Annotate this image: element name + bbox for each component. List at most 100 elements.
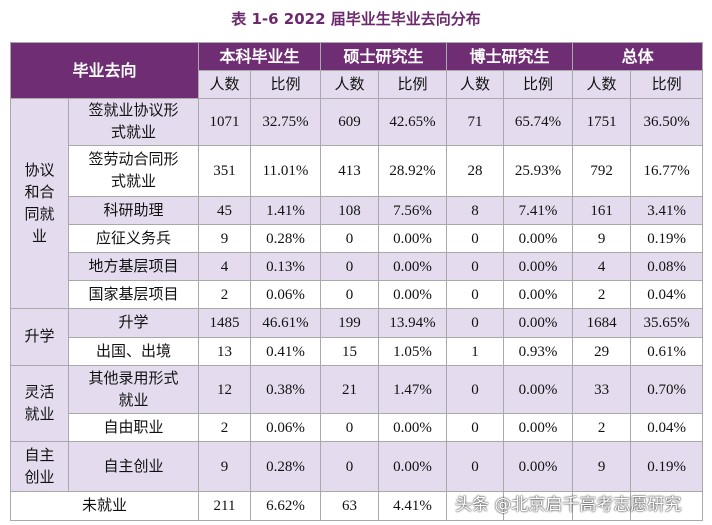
data-cell: 199 — [320, 308, 380, 338]
data-cell: 0.08% — [630, 252, 704, 281]
data-cell: 46.61% — [250, 308, 322, 338]
sub-header: 人数 — [198, 70, 252, 99]
data-cell: 13.94% — [378, 308, 448, 338]
corner-header: 毕业去向 — [9, 42, 200, 99]
data-cell: 0 — [320, 224, 380, 253]
data-cell: 42.65% — [378, 98, 448, 146]
data-cell: 2 — [198, 413, 252, 442]
data-cell: 1485 — [198, 308, 252, 338]
data-cell: 2 — [572, 413, 632, 442]
data-cell: 1 — [446, 337, 505, 366]
data-cell: 28.92% — [378, 145, 448, 197]
table-row: 自主创业 自主创业 9 0.28% 0 0.00% 0 0.00% 9 0.19% — [10, 441, 704, 492]
group-header: 硕士研究生 — [320, 42, 448, 71]
data-cell: 1071 — [198, 98, 252, 146]
table-row: 人数 比例 人数 比例 人数 比例 人数 比例 — [11, 70, 704, 99]
data-cell: 8 — [446, 196, 505, 225]
data-cell: 12 — [198, 365, 252, 414]
data-cell: 161 — [572, 196, 632, 225]
data-cell: 0 — [320, 441, 380, 492]
group-header: 本科毕业生 — [198, 42, 322, 71]
sub-header: 比例 — [630, 70, 704, 99]
group-header: 博士研究生 — [446, 42, 574, 71]
data-cell: 1.41% — [250, 196, 322, 225]
sub-header: 比例 — [378, 70, 448, 99]
data-cell: 0 — [446, 252, 505, 281]
data-cell: 7.56% — [378, 196, 448, 225]
data-cell: 36.50% — [630, 98, 704, 146]
data-cell: 35.65% — [630, 308, 704, 338]
data-cell: 0.00% — [503, 441, 574, 492]
data-cell: 0.00% — [503, 252, 574, 281]
data-cell: 0.00% — [378, 441, 448, 492]
data-cell: 0.00% — [378, 280, 448, 309]
data-cell: 21 — [320, 365, 380, 414]
data-cell — [572, 491, 632, 521]
data-cell: 0.28% — [250, 441, 322, 492]
data-cell: 0.61% — [630, 337, 704, 366]
data-cell: 0.00% — [378, 252, 448, 281]
data-cell: 792 — [572, 145, 632, 197]
row-label: 未就业 — [9, 491, 200, 521]
data-cell: 0 — [446, 441, 505, 492]
data-cell: 0 — [320, 252, 380, 281]
data-cell: 2 — [198, 280, 252, 309]
data-cell: 28 — [446, 145, 505, 197]
data-cell: 0.00% — [503, 365, 574, 414]
data-cell: 71 — [446, 98, 505, 146]
table-row: 自由职业 2 0.06% 0 0.00% 0 0.00% 2 0.04% — [11, 413, 704, 442]
data-cell: 65.74% — [503, 98, 574, 146]
data-cell: 6.62% — [250, 491, 322, 521]
table-title: 表 1-6 2022 届毕业生毕业去向分布 — [231, 10, 481, 28]
data-cell: 45 — [198, 196, 252, 225]
data-cell: 0.00% — [503, 308, 574, 338]
sub-header: 比例 — [250, 70, 322, 99]
table-row: 毕业去向 本科毕业生 硕士研究生 博士研究生 总体 — [9, 42, 704, 99]
data-cell: 4 — [198, 252, 252, 281]
data-cell: 0 — [446, 224, 505, 253]
table-row: 应征义务兵 9 0.28% 0 0.00% 0 0.00% 9 0.19% — [11, 224, 704, 253]
data-cell: 3.41% — [630, 196, 704, 225]
data-cell: 211 — [198, 491, 252, 521]
data-cell: 4 — [572, 252, 632, 281]
sub-header: 比例 — [503, 70, 574, 99]
table-row: 未就业 211 6.62% 63 4.41% — [9, 491, 704, 521]
data-cell: 0 — [320, 413, 380, 442]
data-cell: 1684 — [572, 308, 632, 338]
row-label: 国家基层项目 — [67, 280, 200, 309]
data-cell: 0 — [446, 365, 505, 414]
data-cell: 609 — [320, 98, 380, 146]
data-cell: 413 — [320, 145, 380, 197]
data-cell: 0 — [446, 413, 505, 442]
data-cell: 0.00% — [378, 413, 448, 442]
section-label: 灵活就业 — [10, 365, 69, 442]
data-cell: 0.00% — [503, 224, 574, 253]
data-cell: 0.19% — [630, 224, 704, 253]
data-cell: 0.70% — [630, 365, 704, 414]
data-cell: 0 — [446, 280, 505, 309]
data-cell: 0 — [320, 280, 380, 309]
data-cell: 33 — [572, 365, 632, 414]
section-label: 升学 — [10, 308, 69, 366]
data-cell: 0.41% — [250, 337, 322, 366]
row-label: 其他录用形式就业 — [67, 365, 200, 414]
data-cell: 25.93% — [503, 145, 574, 197]
table-row: 科研助理 45 1.41% 108 7.56% 8 7.41% 161 3.41% — [10, 196, 704, 225]
data-cell: 1751 — [572, 98, 632, 146]
table-row: 地方基层项目 4 0.13% 0 0.00% 0 0.00% 4 0.08% — [10, 252, 704, 281]
data-cell: 0.00% — [503, 280, 574, 309]
data-cell: 0.00% — [378, 224, 448, 253]
data-cell: 108 — [320, 196, 380, 225]
table: 毕业去向 本科毕业生 硕士研究生 博士研究生 总体 人数 比例 人数 比例 人数 比例 人数 比例 协议和… — [9, 42, 704, 521]
sub-header: 人数 — [446, 70, 505, 99]
data-cell: 0.04% — [630, 280, 704, 309]
data-cell: 9 — [572, 441, 632, 492]
data-cell: 11.01% — [250, 145, 322, 197]
data-cell: 7.41% — [503, 196, 574, 225]
row-label: 科研助理 — [67, 196, 200, 225]
data-cell: 0.04% — [630, 413, 704, 442]
data-cell: 0.28% — [250, 224, 322, 253]
table-row: 国家基层项目 2 0.06% 0 0.00% 0 0.00% 2 0.04% — [11, 280, 704, 309]
data-cell: 0.19% — [630, 441, 704, 492]
